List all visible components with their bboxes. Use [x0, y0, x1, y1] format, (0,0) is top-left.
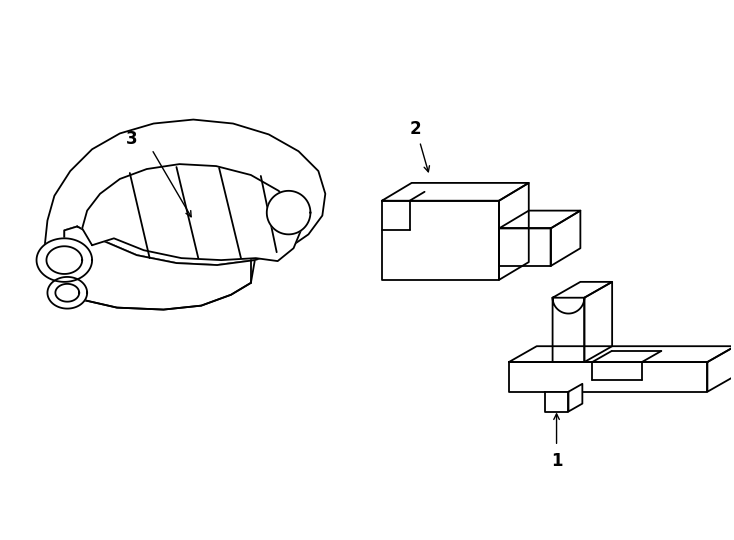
- Polygon shape: [48, 277, 87, 308]
- Polygon shape: [509, 346, 734, 362]
- Polygon shape: [382, 183, 528, 201]
- Polygon shape: [584, 282, 612, 362]
- Polygon shape: [509, 362, 708, 392]
- Polygon shape: [37, 238, 92, 282]
- Polygon shape: [499, 183, 528, 280]
- Polygon shape: [550, 211, 581, 266]
- Polygon shape: [708, 346, 734, 391]
- Polygon shape: [382, 201, 499, 280]
- Text: 2: 2: [410, 120, 421, 138]
- Polygon shape: [568, 384, 582, 411]
- Polygon shape: [499, 211, 581, 228]
- Polygon shape: [266, 191, 310, 234]
- Polygon shape: [499, 228, 550, 266]
- Text: 3: 3: [126, 130, 137, 148]
- Polygon shape: [545, 392, 568, 411]
- Polygon shape: [46, 246, 82, 274]
- Polygon shape: [55, 284, 79, 302]
- Text: 1: 1: [550, 452, 562, 470]
- Polygon shape: [57, 226, 255, 309]
- Polygon shape: [553, 282, 612, 298]
- Polygon shape: [82, 164, 300, 261]
- Polygon shape: [45, 119, 325, 265]
- Polygon shape: [553, 298, 584, 362]
